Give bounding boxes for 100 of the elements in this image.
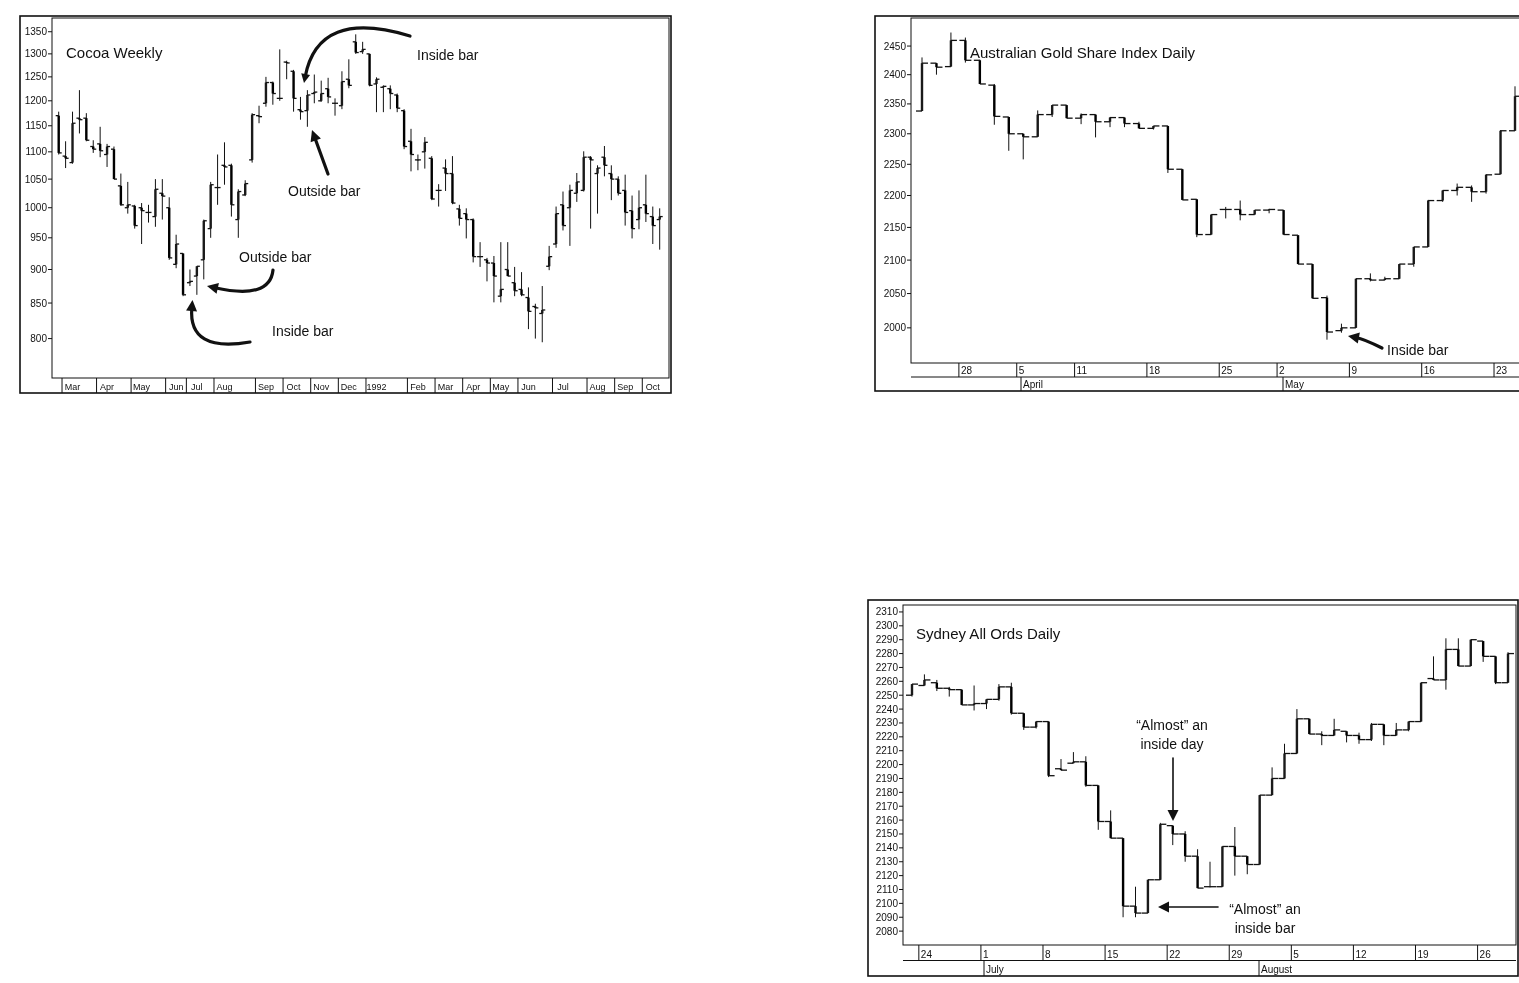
y-tick-label: 800 <box>30 333 48 345</box>
x-tick-label: Aug <box>216 382 233 392</box>
y-tick-label: 2450 <box>883 40 907 52</box>
x-tick-label: 16 <box>1423 365 1436 376</box>
candlestick <box>527 286 530 330</box>
y-tick-label: 2240 <box>875 703 899 715</box>
annotation: “Almost” an inside bar <box>1229 901 1301 936</box>
x-tick-label: Aug <box>589 382 606 392</box>
annotation: “Almost” an inside day <box>1136 717 1208 752</box>
x-tick-label: 1 <box>982 948 989 960</box>
x-tick-label: Jun <box>521 382 536 392</box>
candlestick <box>596 164 599 215</box>
y-tick-label: 900 <box>30 264 48 276</box>
x-tick-label: May <box>133 382 151 392</box>
y-tick-label: 1100 <box>25 146 48 158</box>
x-tick-label: Mar <box>64 382 81 392</box>
x-tick-label: 8 <box>1045 948 1051 960</box>
x-tick-label: Sep <box>257 382 274 392</box>
x-tick-label: 25 <box>1221 365 1233 376</box>
y-tick-label: 2250 <box>883 158 907 170</box>
y-tick-label: 1000 <box>24 202 48 214</box>
y-tick-label: 2000 <box>883 322 907 334</box>
y-tick-label: 2190 <box>875 772 899 784</box>
candlestick <box>444 158 447 192</box>
x-tick-label: 23 <box>1496 365 1508 376</box>
text: Cocoa Weekly <box>66 44 163 61</box>
x-tick-label: 2 <box>1279 365 1286 376</box>
y-tick-label: 2180 <box>875 786 899 798</box>
text: Australian Gold Share Index Daily <box>970 44 1196 61</box>
y-tick-label: 2170 <box>875 800 899 812</box>
y-tick-label: 2160 <box>875 814 899 826</box>
y-tick-label: 2050 <box>883 288 907 300</box>
y-tick-label: 2310 <box>875 606 899 618</box>
y-tick-label: 2270 <box>875 661 899 673</box>
y-tick-label: 2080 <box>875 925 899 937</box>
candlestick <box>603 145 606 177</box>
y-tick-label: 850 <box>30 297 48 309</box>
y-tick-label: 2200 <box>883 190 907 201</box>
x-tick-label: Mar <box>437 382 454 392</box>
x-tick-label: 5 <box>1018 365 1025 376</box>
x-tick-label: 18 <box>1148 365 1161 376</box>
y-tick-label: 2230 <box>875 717 899 729</box>
y-tick-label: 2300 <box>875 620 899 632</box>
annotation: Outside bar <box>288 183 361 199</box>
y-tick-label: 950 <box>30 232 48 244</box>
y-tick-label: 2120 <box>875 870 899 882</box>
x-tick-label: 22 <box>1169 948 1181 960</box>
x-tick-label: Jul <box>191 382 203 392</box>
annotation: Inside bar <box>1387 342 1449 358</box>
y-tick-label: 2100 <box>875 897 899 909</box>
y-tick-label: 1050 <box>24 173 48 185</box>
x-tick-label: Oct <box>645 382 661 392</box>
x-tick-label: Sep <box>617 382 634 392</box>
y-tick-label: 2300 <box>883 128 907 140</box>
x-tick-label: 11 <box>1076 365 1088 376</box>
x-tick-label: Apr <box>100 382 115 392</box>
x-tick-label: Dec <box>340 382 358 392</box>
y-tick-label: 2140 <box>875 842 899 854</box>
x-tick-label: 1992 <box>366 382 387 392</box>
text: Sydney All Ords Daily <box>916 625 1061 642</box>
annotation: Inside bar <box>272 323 334 339</box>
x-tick-label: Jul <box>557 382 569 392</box>
y-tick-label: 1200 <box>24 95 48 107</box>
x-tick-label: Oct <box>286 382 302 392</box>
x-tick-label: Feb <box>410 382 426 392</box>
y-tick-label: 2110 <box>876 883 899 895</box>
text: August <box>1261 964 1293 975</box>
x-tick-label: 5 <box>1293 948 1300 960</box>
y-tick-label: 2200 <box>875 759 899 771</box>
x-tick-label: 24 <box>920 948 933 960</box>
text: July <box>986 964 1004 975</box>
y-tick-label: 2350 <box>883 98 907 110</box>
y-tick-label: 2250 <box>875 689 899 701</box>
y-tick-label: 2400 <box>883 69 907 81</box>
y-tick-label: 2220 <box>875 731 899 743</box>
x-tick-label: 29 <box>1231 948 1243 960</box>
x-tick-label: 26 <box>1479 948 1492 960</box>
y-tick-label: 2150 <box>883 221 907 233</box>
x-tick-label: 28 <box>960 365 973 376</box>
y-tick-label: 2260 <box>875 675 899 687</box>
annotation: Outside bar <box>239 249 312 265</box>
x-tick-label: Nov <box>313 382 330 392</box>
y-tick-label: 2150 <box>875 828 899 840</box>
y-tick-label: 2090 <box>875 911 899 923</box>
y-tick-label: 1150 <box>25 120 48 132</box>
candlestick <box>140 202 143 245</box>
y-tick-label: 2130 <box>875 856 899 868</box>
candlestick <box>375 76 378 113</box>
x-tick-label: 9 <box>1351 365 1358 376</box>
x-tick-label: 15 <box>1107 948 1119 960</box>
candlestick <box>520 271 523 297</box>
annotation: Inside bar <box>417 47 479 63</box>
x-tick-label: 12 <box>1355 948 1367 960</box>
text: April <box>1023 379 1044 390</box>
y-tick-label: 2210 <box>875 745 899 757</box>
x-tick-label: Apr <box>466 382 481 392</box>
y-tick-label: 1250 <box>24 71 48 83</box>
y-tick-label: 1350 <box>24 26 48 38</box>
x-tick-label: Jun <box>168 382 184 392</box>
y-tick-label: 2280 <box>875 648 899 660</box>
